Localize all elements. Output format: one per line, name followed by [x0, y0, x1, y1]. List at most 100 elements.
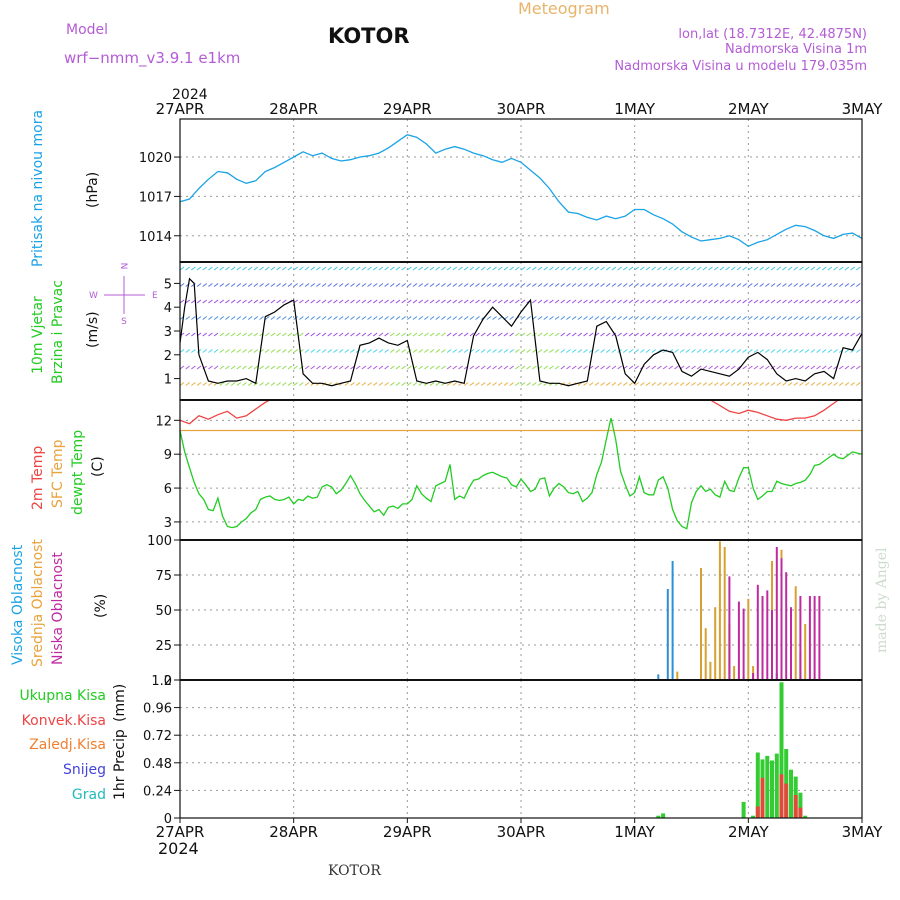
bar: [771, 610, 773, 680]
wind-barb: [730, 349, 736, 353]
wind-barb: [372, 283, 378, 287]
wind-barb: [765, 332, 770, 337]
wind-barb: [304, 283, 310, 287]
wind-barb: [378, 266, 384, 271]
wind-barb: [509, 332, 514, 337]
wind-barb: [765, 382, 770, 386]
wind-barb: [617, 283, 622, 287]
wind-barb: [452, 349, 458, 353]
wind-barb: [236, 349, 242, 353]
wind-barb: [503, 283, 509, 287]
wind-barb: [719, 349, 725, 353]
wind-barb: [321, 332, 327, 337]
wind-barb: [844, 382, 850, 386]
wind-barb: [600, 299, 605, 304]
wind-barb: [696, 365, 702, 370]
wind-barb: [748, 299, 753, 304]
wind-barb: [782, 283, 787, 287]
wind-barb: [469, 283, 475, 287]
wind-barb: [469, 382, 475, 386]
wind-barb: [787, 316, 793, 320]
wind-barb: [674, 332, 679, 337]
series-line-speed: [179, 277, 863, 387]
wind-barb: [469, 299, 475, 304]
wind-barb: [617, 382, 622, 386]
wind-barb: [344, 382, 350, 386]
wind-barb: [515, 266, 520, 271]
wind-barb: [605, 365, 611, 370]
wind-barb: [605, 283, 611, 287]
wind-barb: [566, 266, 571, 271]
wind-barb: [372, 299, 378, 304]
wind-barb: [742, 266, 747, 271]
wind-barb: [554, 349, 560, 353]
wind-barb: [350, 316, 355, 320]
wind-barb: [594, 365, 600, 370]
wind-barb: [407, 365, 412, 370]
wind-barb: [202, 316, 208, 320]
wind-barb: [395, 299, 401, 304]
wind-barb: [708, 349, 713, 353]
wind-barb: [196, 299, 202, 304]
wind-barb: [469, 316, 475, 320]
wind-barb: [384, 332, 389, 337]
wind-barb: [804, 349, 810, 353]
wind-barb: [685, 365, 691, 370]
wind-barb: [679, 332, 685, 337]
wind-barb: [833, 349, 838, 353]
wind-barb: [492, 349, 497, 353]
wind-barb: [816, 365, 821, 370]
ytick-label: 3: [164, 325, 172, 340]
wind-barb: [515, 365, 520, 370]
wind-barb: [765, 365, 770, 370]
wind-barb: [446, 299, 452, 304]
ytick-label: 6: [164, 482, 172, 497]
wind-barb: [708, 382, 713, 386]
wind-barb: [554, 299, 560, 304]
bar: [709, 661, 712, 680]
wind-barb: [407, 299, 412, 304]
wind-barb: [856, 332, 861, 337]
wind-barb: [668, 365, 674, 370]
wind-barb: [560, 332, 566, 337]
bar: [666, 589, 669, 680]
wind-barb: [389, 299, 395, 304]
year-bottom: 2024: [158, 839, 199, 858]
wind-barb: [594, 299, 600, 304]
wind-barb: [719, 299, 725, 304]
wind-barb: [208, 316, 213, 320]
bar: [818, 596, 821, 680]
wind-barb: [799, 349, 804, 353]
wind-barb: [401, 316, 406, 320]
wind-barb: [765, 349, 770, 353]
wind-barb: [549, 266, 554, 271]
wind-barb: [560, 299, 566, 304]
panel-wind: 1 2 3 4 5: [164, 261, 863, 401]
wind-barb: [407, 266, 412, 271]
wind-barb: [276, 382, 281, 386]
wind-barb: [480, 332, 486, 337]
wind-barb: [713, 283, 719, 287]
wind-barb: [736, 332, 742, 337]
wind-barb: [577, 266, 583, 271]
wind-barb: [372, 266, 378, 271]
compass-e: E: [152, 291, 158, 301]
ytick-label: 9: [164, 448, 172, 463]
wind-barb: [497, 266, 503, 271]
wind-barb: [270, 365, 276, 370]
wind-barb: [532, 365, 537, 370]
wind-barb: [668, 266, 674, 271]
wind-barb: [441, 349, 446, 353]
wind-barb: [463, 283, 469, 287]
wind-barb: [293, 332, 298, 337]
wind-barb: [532, 299, 537, 304]
bar: [793, 795, 798, 818]
wind-barb: [418, 349, 424, 353]
wind-barb: [748, 332, 753, 337]
wind-barb: [702, 349, 708, 353]
wind-barb: [355, 299, 361, 304]
wind-barb: [338, 266, 344, 271]
wind-barb: [350, 349, 355, 353]
bar: [780, 558, 783, 680]
wind-barb: [838, 365, 844, 370]
